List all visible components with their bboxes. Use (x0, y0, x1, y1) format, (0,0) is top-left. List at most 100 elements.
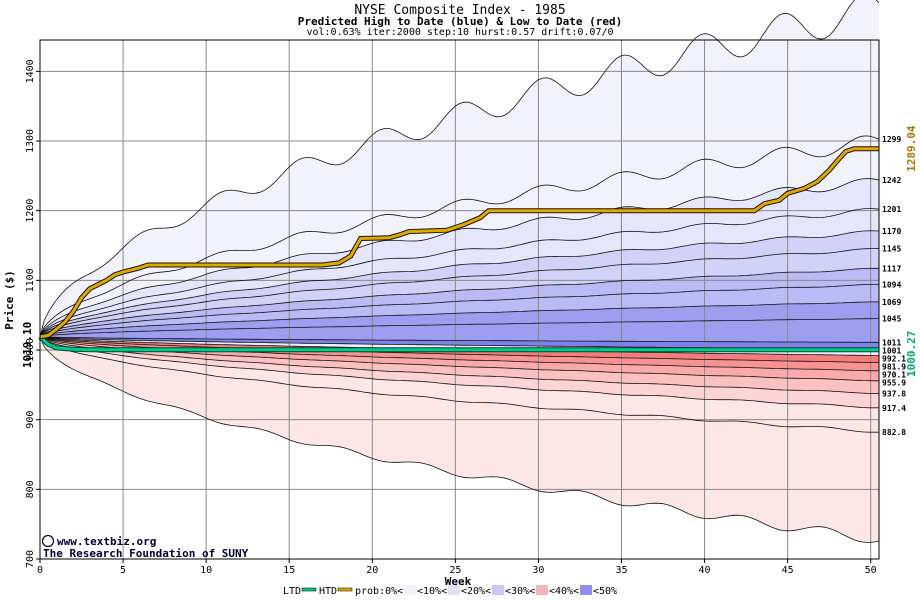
high-band (40, 135, 879, 337)
x-tick-label: 45 (782, 565, 794, 576)
y-tick-label: 900 (25, 411, 36, 429)
y-tick-label: 1100 (25, 268, 36, 292)
x-tick-label: 10 (200, 565, 212, 576)
legend-swatch (448, 585, 460, 595)
legend-label: HTD (319, 586, 337, 597)
x-tick-label: 25 (449, 565, 461, 576)
quantile-label: 1001 (882, 346, 901, 355)
quantile-label: 1242 (882, 176, 901, 185)
quantile-line (39, 178, 880, 337)
ltd-line (38, 335, 879, 352)
quantile-label: 1094 (882, 280, 901, 289)
x-tick-label: 5 (120, 565, 126, 576)
high-band (40, 208, 879, 337)
htd-line (39, 147, 879, 339)
x-tick-label: 50 (865, 565, 877, 576)
series-lines (38, 146, 879, 353)
low-band (40, 336, 879, 408)
watermark-site: www.textbiz.org (57, 535, 156, 548)
quantile-label: 882.8 (882, 428, 906, 437)
legend-label: prob:0%< (355, 586, 403, 597)
quantile-line (39, 336, 880, 543)
quantile-label: 955.9 (882, 378, 906, 387)
legend-swatch (492, 585, 504, 595)
quantile-line (39, 336, 879, 394)
y-tick-label: 700 (25, 550, 36, 568)
quantile-label: 1045 (882, 315, 901, 324)
high-band (40, 178, 879, 337)
y-axis-ticks: 700 800 900 1000 1100 1200 1300 1400 (25, 59, 40, 568)
y-tick-label: 1400 (25, 59, 36, 83)
low-band (40, 336, 879, 433)
quantile-line (39, 301, 879, 338)
quantile-line (39, 318, 879, 338)
quantile-label: 992.1 (882, 354, 906, 363)
start-price-label: 1019.10 (21, 322, 34, 368)
htd-value-label: 1289.04 (905, 125, 918, 172)
low-band (40, 336, 879, 381)
legend-swatch (301, 587, 317, 592)
ltd-value-label: 1000.27 (905, 331, 918, 377)
quantile-label: 1117 (882, 264, 901, 273)
x-tick-label: 15 (283, 565, 295, 576)
high-band (40, 248, 879, 337)
grid-lines (40, 40, 879, 559)
legend-label: <30%< (505, 586, 535, 597)
chart-title: NYSE Composite Index - 1985 (354, 3, 566, 18)
high-band (40, 301, 879, 337)
x-axis-label: Week (445, 575, 472, 588)
legend-swatch (536, 585, 548, 595)
quantile-line (39, 267, 879, 338)
x-tick-label: 0 (37, 565, 43, 576)
high-band (40, 284, 879, 337)
y-tick-label: 800 (25, 480, 36, 498)
watermark-org: The Research Foundation of SUNY (43, 547, 249, 560)
quantile-line (39, 284, 879, 338)
high-band (40, 336, 879, 350)
quantile-label: 1145 (882, 245, 901, 254)
quantile-line (39, 230, 880, 337)
quantile-line (39, 336, 879, 409)
quantile-label: 970.1 (882, 370, 906, 379)
x-tick-label: 40 (699, 565, 711, 576)
simulation-parameters: vol:0.63% iter:2000 step:10 hurst:0.57 d… (306, 27, 614, 38)
legend-label: <40%< (549, 586, 579, 597)
quantile-line (39, 248, 879, 337)
quantile-label: 1299 (882, 135, 901, 144)
y-tick-label: 1200 (25, 199, 36, 223)
plot-frame (39, 39, 880, 560)
quantile-label: 1170 (882, 227, 901, 236)
quantile-label: 1201 (882, 205, 901, 214)
x-tick-label: 20 (366, 565, 378, 576)
probability-bands (40, 0, 879, 543)
legend: LTD HTD prob:0%< <10%< <20%< <30%< <40%< <50% (283, 585, 617, 597)
legend-label: <10%< (417, 586, 447, 597)
quantile-label: 981.9 (882, 362, 906, 371)
quantile-label: 1011 (882, 338, 901, 347)
high-band (40, 318, 879, 343)
legend-swatch (404, 585, 416, 595)
x-tick-label: 35 (615, 565, 627, 576)
quantile-line (39, 336, 880, 433)
y-tick-label: 1000 (25, 338, 36, 362)
watermark: © www.textbiz.org The Research Foundatio… (41, 534, 249, 560)
quantile-line (39, 336, 879, 382)
x-tick-label: 30 (532, 565, 544, 576)
legend-label: LTD (283, 586, 301, 597)
y-axis-label: Price ($) (3, 270, 16, 330)
high-band (40, 268, 879, 337)
legend-swatch (337, 587, 353, 592)
quantile-boundary-lines (39, 0, 880, 543)
quantile-line (39, 0, 880, 337)
x-axis-ticks: 0 5 10 15 20 25 30 35 40 45 50 (37, 559, 877, 576)
quantile-line (39, 135, 880, 337)
legend-label: <20%< (461, 586, 491, 597)
quantile-label: 937.8 (882, 389, 906, 398)
legend-swatch (580, 585, 592, 595)
low-band (40, 336, 879, 543)
quantile-line (39, 208, 880, 337)
copyright-icon (41, 534, 55, 548)
y-tick-label: 1300 (25, 129, 36, 153)
high-band (40, 0, 879, 337)
